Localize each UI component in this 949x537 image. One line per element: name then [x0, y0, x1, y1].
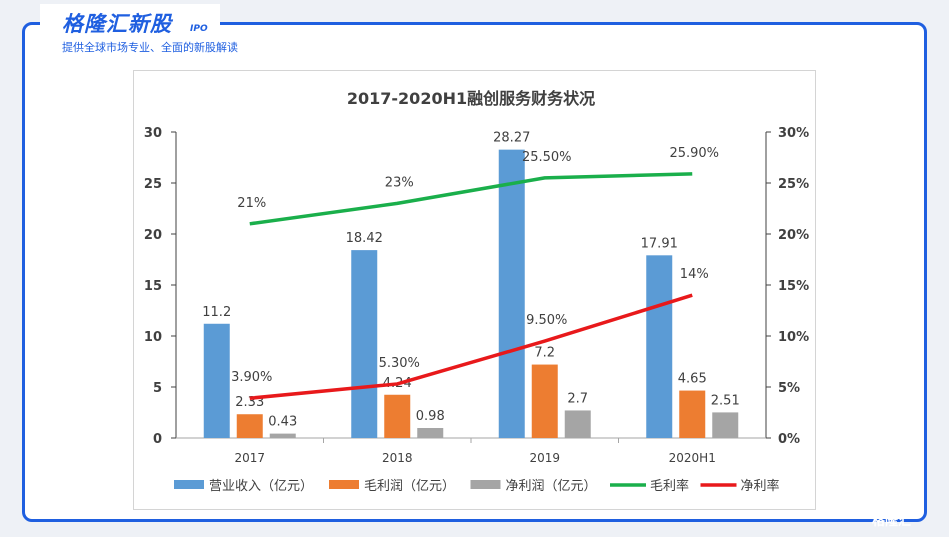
- line-value-label: 9.50%: [526, 313, 567, 328]
- line-value-label: 25.90%: [669, 146, 719, 161]
- chart-svg: 2017-2020H1融创服务财务状况 0 5 10 15 20 25 30 0% 5% 10% 15…: [144, 89, 809, 494]
- line-value-label: 23%: [385, 175, 414, 190]
- bar: [236, 414, 263, 438]
- bar-value-label: 11.2: [202, 305, 231, 320]
- bar-value-label: 28.27: [493, 131, 530, 146]
- bar-value-label: 0.43: [268, 415, 297, 430]
- watermark: 格隆汇: [872, 514, 912, 529]
- x-tick-label: 2017: [234, 451, 265, 465]
- bar-value-label: 7.2: [534, 346, 555, 361]
- line-value-label: 14%: [680, 267, 709, 282]
- bar: [203, 323, 230, 438]
- legend-label: 毛利率: [650, 478, 689, 494]
- legend-label: 净利润（亿元）: [506, 479, 597, 494]
- x-tick-label: 2020H1: [669, 451, 716, 465]
- y-tick-label: 30: [144, 126, 162, 141]
- bar: [498, 149, 525, 438]
- bar: [384, 394, 411, 438]
- y2-tick-label: 25%: [778, 177, 809, 192]
- x-tick-label: 2019: [529, 451, 560, 465]
- y-tick-label: 10: [144, 330, 162, 345]
- bar-value-label: 0.98: [416, 409, 445, 424]
- line-value-label: 3.90%: [231, 370, 272, 385]
- y2-tick-label: 15%: [778, 279, 809, 294]
- bar-value-label: 18.42: [346, 231, 383, 246]
- y2-tick-label: 0%: [778, 432, 800, 447]
- bar: [646, 255, 673, 438]
- series-line: [249, 172, 693, 226]
- y-tick-label: 15: [144, 279, 162, 294]
- line-value-label: 5.30%: [379, 356, 420, 371]
- chart-container: 2017-2020H1融创服务财务状况 0 5 10 15 20 25 30 0% 5% 10% 15…: [133, 70, 816, 510]
- legend-swatch: [470, 480, 501, 489]
- bar-value-label: 2.51: [711, 393, 740, 408]
- y-tick-label: 20: [144, 228, 162, 243]
- line-value-label: 25.50%: [522, 150, 572, 165]
- bar-value-label: 17.91: [641, 236, 678, 251]
- legend-label: 营业收入（亿元）: [209, 479, 313, 494]
- bar-value-label: 2.7: [567, 391, 588, 406]
- brand-subtitle: 提供全球市场专业、全面的新股解读: [62, 41, 238, 54]
- y-tick-label: 5: [153, 381, 162, 396]
- y2-tick-label: 20%: [778, 228, 809, 243]
- brand-logo-badge: IPO: [190, 24, 208, 34]
- bar: [351, 250, 378, 438]
- bar: [712, 412, 739, 438]
- y2-tick-label: 5%: [778, 381, 800, 396]
- y2-tick-label: 30%: [778, 126, 809, 141]
- legend-label: 净利率: [741, 478, 780, 494]
- brand-header: [40, 4, 220, 56]
- bar-value-label: 4.65: [678, 372, 707, 387]
- series-line: [249, 293, 693, 400]
- bar: [679, 390, 706, 438]
- legend-label: 毛利润（亿元）: [364, 479, 455, 494]
- y-tick-label: 0: [153, 432, 162, 447]
- bar: [417, 428, 444, 438]
- bar: [531, 364, 558, 438]
- y-tick-label: 25: [144, 177, 162, 192]
- legend-swatch: [329, 480, 359, 489]
- bar: [564, 410, 591, 438]
- line-value-label: 21%: [237, 196, 266, 211]
- chart-title: 2017-2020H1融创服务财务状况: [347, 89, 595, 108]
- bar: [269, 433, 296, 438]
- brand-logo-title: 格隆汇新股: [62, 12, 172, 36]
- y2-tick-label: 10%: [778, 330, 809, 345]
- legend-swatch: [174, 480, 204, 489]
- x-tick-label: 2018: [382, 451, 413, 465]
